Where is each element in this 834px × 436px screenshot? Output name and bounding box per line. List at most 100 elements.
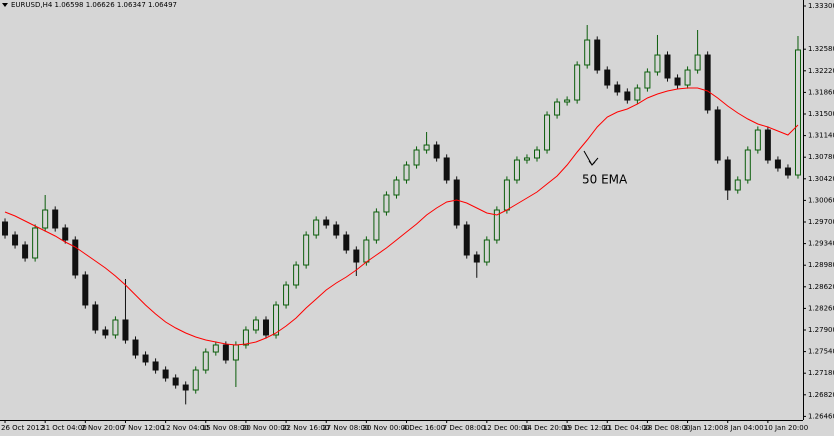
- candle-body: [754, 129, 761, 151]
- y-tick-label: 1.30780: [808, 153, 834, 161]
- candle-body: [22, 244, 29, 259]
- candle-body: [42, 209, 49, 229]
- candle-body: [232, 344, 239, 361]
- y-tick-label: 1.29700: [808, 218, 834, 226]
- candle-body: [122, 319, 129, 341]
- x-tick-label: 7 Dec 08:00: [443, 424, 486, 432]
- candle-body: [694, 54, 701, 71]
- y-tick-label: 1.28620: [808, 283, 834, 291]
- x-tick-label: 3 Jan 12:00: [684, 424, 724, 432]
- candle-body: [12, 234, 19, 246]
- candle-body: [313, 219, 320, 236]
- x-tick-label: 19 Dec 12:00: [563, 424, 610, 432]
- candle-body: [554, 101, 561, 116]
- x-tick-label: 7 Nov 12:00: [121, 424, 164, 432]
- y-tick-label: 1.27540: [808, 348, 834, 356]
- candle-body: [433, 144, 440, 159]
- candle-body: [82, 274, 89, 306]
- candle-body: [634, 87, 641, 101]
- x-tick-label: 12 Nov 04:00: [162, 424, 209, 432]
- candle-body: [704, 54, 711, 111]
- y-tick-label: 1.26460: [808, 412, 834, 420]
- y-tick-label: 1.31140: [808, 132, 834, 140]
- chart-header: EURUSD,H4 1.06598 1.06626 1.06347 1.0649…: [11, 1, 177, 9]
- y-tick-label: 1.30420: [808, 175, 834, 183]
- candle-body: [614, 84, 621, 93]
- candle-body: [734, 179, 741, 191]
- y-tick-label: 1.26820: [808, 391, 834, 399]
- candle-body: [664, 54, 671, 79]
- y-tick-label: 1.31500: [808, 110, 834, 118]
- x-tick-label: 4 Dec 16:00: [403, 424, 446, 432]
- y-tick-label: 1.31860: [808, 88, 834, 96]
- candle-body: [32, 227, 39, 259]
- candle-body: [744, 149, 751, 181]
- candle-body: [784, 167, 791, 176]
- y-tick-label: 1.32220: [808, 67, 834, 75]
- candle-body: [353, 249, 360, 263]
- candle-body: [574, 64, 581, 101]
- candle-body: [453, 179, 460, 226]
- candle-body: [273, 304, 280, 336]
- x-tick-label: 21 Dec 04:00: [603, 424, 650, 432]
- candle-body: [493, 209, 500, 241]
- candle-body: [674, 77, 681, 86]
- candle-body: [202, 351, 209, 371]
- candle-body: [333, 224, 340, 236]
- symbol-icon: [2, 3, 8, 7]
- x-tick-label: 30 Nov 00:00: [362, 424, 409, 432]
- candle-body: [463, 224, 470, 256]
- candle-body: [262, 319, 269, 336]
- x-tick-label: 22 Nov 16:00: [282, 424, 329, 432]
- x-tick-label: 31 Oct 04:00: [41, 424, 87, 432]
- candle-body: [473, 254, 480, 263]
- candle-body: [92, 304, 99, 331]
- candle-body: [323, 219, 330, 226]
- candle-body: [523, 157, 530, 161]
- y-tick-label: 1.27180: [808, 369, 834, 377]
- candle-body: [132, 339, 139, 356]
- candle-body: [483, 239, 490, 263]
- candle-body: [52, 209, 59, 229]
- candle-body: [684, 69, 691, 86]
- y-tick-label: 1.27900: [808, 326, 834, 334]
- candle-body: [252, 319, 259, 331]
- candle-body: [162, 369, 169, 379]
- candle-body: [724, 159, 731, 191]
- x-tick-label: 14 Dec 20:00: [523, 424, 570, 432]
- candle-body: [423, 144, 430, 151]
- y-tick-label: 1.28980: [808, 261, 834, 269]
- y-tick-label: 1.32580: [808, 45, 834, 53]
- candle-body: [172, 377, 179, 386]
- candle-body: [403, 164, 410, 181]
- candle-body: [624, 91, 631, 101]
- x-tick-label: 2 Nov 20:00: [81, 424, 124, 432]
- x-tick-label: 26 Oct 2012: [1, 424, 44, 432]
- candle-body: [413, 149, 420, 166]
- x-tick-label: 8 Jan 04:00: [724, 424, 764, 432]
- candle-body: [2, 221, 9, 236]
- candle-body: [212, 344, 219, 353]
- candle-body: [293, 264, 300, 286]
- candle-body: [584, 39, 591, 66]
- x-tick-label: 15 Nov 08:00: [202, 424, 249, 432]
- y-tick-label: 1.30060: [808, 196, 834, 204]
- y-tick-label: 1.29340: [808, 240, 834, 248]
- candle-body: [534, 149, 541, 159]
- candle-body: [393, 179, 400, 196]
- candle-body: [544, 114, 551, 151]
- candle-body: [142, 354, 149, 363]
- candle-body: [152, 361, 159, 371]
- candle-body: [654, 54, 661, 73]
- x-tick-label: 12 Dec 00:00: [483, 424, 530, 432]
- candle-body: [794, 49, 801, 176]
- candle-body: [373, 211, 380, 241]
- candle-body: [363, 239, 370, 263]
- x-tick-label: 10 Jan 20:00: [764, 424, 808, 432]
- candle-body: [343, 234, 350, 251]
- candle-body: [72, 239, 79, 276]
- candle-body: [513, 159, 520, 181]
- y-tick-label: 1.33300: [808, 2, 834, 10]
